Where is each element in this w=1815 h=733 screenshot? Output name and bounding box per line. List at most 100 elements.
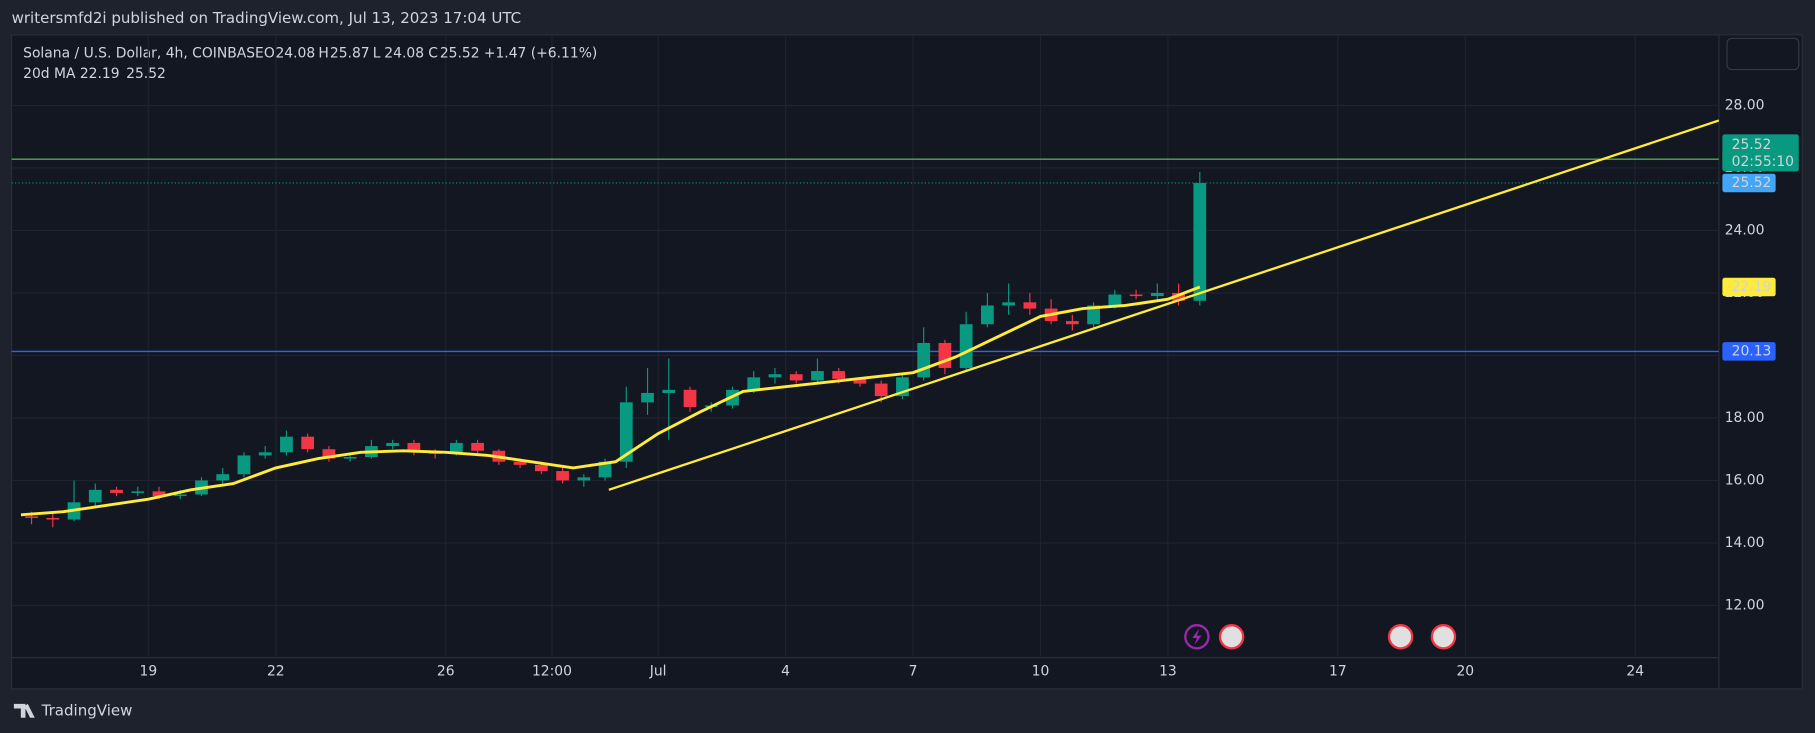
price-tag-bg (1722, 134, 1799, 172)
candle-body (1002, 302, 1015, 306)
x-tick-label: 26 (437, 664, 455, 680)
price-tag: 25.52 (1732, 137, 1772, 153)
candle-body (853, 378, 867, 384)
candle-body (322, 449, 336, 459)
event-icon[interactable] (1430, 624, 1457, 650)
candle-body (1193, 182, 1207, 301)
event-icons (1184, 624, 1457, 650)
brand: TradingView (41, 701, 133, 719)
candle-body (662, 389, 676, 393)
candle-body (641, 392, 654, 403)
candle-body (1087, 305, 1100, 325)
x-tick-label: 20 (1456, 664, 1474, 680)
x-tick-label: 10 (1032, 664, 1050, 680)
candle-body (981, 305, 994, 325)
ohlc-key: H (318, 45, 328, 61)
publisher: writersmfd2i published on TradingView.co… (12, 9, 522, 27)
chart-background (10, 34, 1803, 690)
logo-glyph (13, 703, 35, 718)
line-tag-bg (1722, 342, 1776, 361)
y-tick-label: 16.00 (1725, 472, 1765, 488)
change: +1.47 (+6.11%) (484, 45, 597, 61)
candle-body (407, 442, 421, 453)
candle-body (301, 436, 315, 450)
candle-body (110, 489, 123, 493)
candle-body (513, 461, 527, 465)
candle-body (46, 517, 60, 520)
y-tick-label: 28.00 (1725, 97, 1765, 113)
y-tick-label: 14.00 (1725, 535, 1765, 551)
candle-body (25, 516, 38, 518)
ma-value: 22.19 (80, 66, 120, 82)
candle-body (152, 491, 166, 497)
ohlc-key: L (373, 45, 381, 61)
candle-body (258, 452, 272, 456)
trendline (608, 119, 1719, 491)
candle-body (832, 371, 846, 379)
x-tick-label: 4 (781, 664, 790, 680)
x-tick-label: 7 (909, 664, 918, 680)
x-tick-label: 24 (1626, 664, 1644, 680)
y-tick-label: 24.00 (1725, 222, 1765, 238)
candle-body (343, 457, 357, 459)
candle-body (280, 436, 293, 453)
plot (11, 34, 1719, 658)
ohlc-key: C (428, 45, 438, 61)
event-icon-glyph (1192, 628, 1202, 645)
y-tick-label: 12.00 (1725, 597, 1765, 613)
candle-body (577, 477, 591, 481)
y-tick-label: 18.00 (1725, 410, 1765, 426)
x-tick-label: 12:00 (532, 664, 572, 680)
ohlc-key: O (264, 45, 275, 61)
moving-average (20, 285, 1201, 517)
candle-body (1108, 294, 1122, 306)
brand-logo: TradingView (13, 701, 133, 719)
x-tick-label: 13 (1159, 664, 1177, 680)
candle-body (216, 474, 230, 481)
axis-button[interactable] (1726, 37, 1800, 71)
candle-body (747, 377, 761, 390)
candle-body (556, 471, 569, 481)
x-tick-label: 17 (1329, 664, 1347, 680)
ma-value: 25.52 (126, 66, 166, 82)
ma-tag-bg (1722, 173, 1776, 193)
candle-body (874, 383, 888, 397)
candle-body (811, 371, 824, 381)
candle-body (768, 374, 782, 378)
ma-tag-bg (1722, 277, 1776, 297)
event-icon[interactable] (1218, 624, 1245, 650)
candle-body (917, 342, 931, 378)
candle-body (1150, 292, 1164, 297)
candle-body (1023, 302, 1037, 309)
candle-body (88, 489, 102, 503)
event-icon[interactable] (1387, 624, 1414, 650)
ohlc-value: 25.87 (330, 45, 370, 61)
overlay: 12.0014.0016.0018.0020.0022.0024.0026.00… (80, 45, 1799, 680)
candle-body (938, 342, 952, 368)
candle-body (1172, 292, 1185, 301)
ma-tag: 22.19 (1732, 279, 1772, 295)
x-tick-label: 22 (267, 664, 285, 680)
candle-body (619, 402, 633, 462)
candle-body (449, 442, 463, 454)
ohlc-value: 24.08 (275, 45, 315, 61)
candle-body (959, 324, 973, 368)
x-tick-label: Jul (649, 664, 667, 680)
ohlc-value: 24.08 (384, 45, 424, 61)
ohlc-value: 25.52 (440, 45, 480, 61)
candle-body (1129, 294, 1143, 297)
symbol: Solana / U.S. Dollar, 4h, COINBASE (23, 45, 264, 61)
candle-body (1065, 321, 1079, 325)
candle-body (683, 389, 697, 408)
line-tag: 20.13 (1732, 343, 1772, 359)
candle-body (386, 442, 400, 447)
candle-body (534, 464, 548, 472)
candle-body (173, 494, 187, 497)
candle-body (471, 442, 484, 451)
countdown: 02:55:10 (1732, 154, 1794, 170)
candle-body (237, 455, 251, 475)
candle-body (131, 491, 145, 493)
candle-body (789, 374, 803, 381)
ma-tag: 25.52 (1732, 175, 1772, 191)
